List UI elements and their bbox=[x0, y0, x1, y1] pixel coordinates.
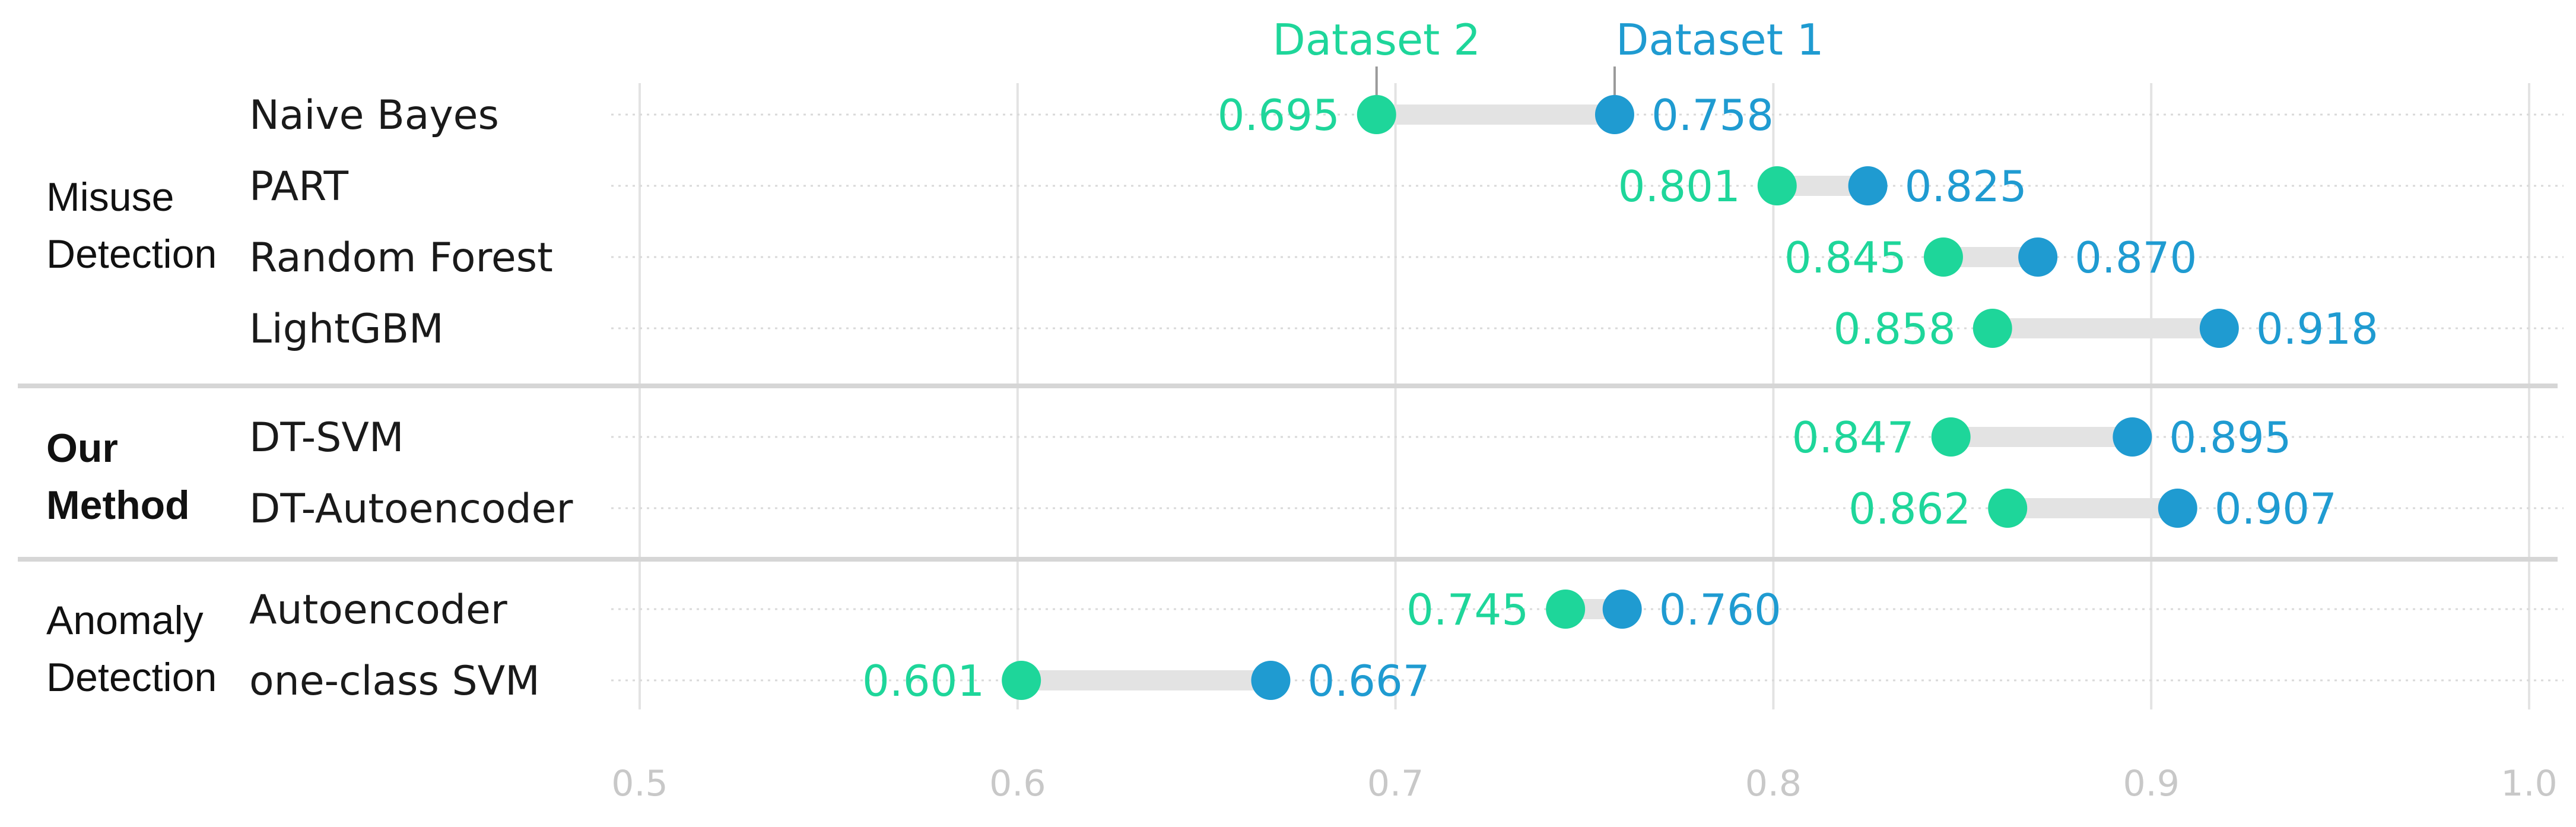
marker-layer bbox=[1002, 95, 2239, 700]
dataset1-marker bbox=[2113, 417, 2152, 457]
dataset2-marker bbox=[1931, 417, 1971, 457]
group-label: Misuse Detection bbox=[46, 175, 217, 277]
row-label: DT-Autoencoder bbox=[249, 486, 573, 533]
group-label-line: Our bbox=[46, 426, 118, 471]
group-label: Anomaly Detection bbox=[46, 598, 217, 700]
dataset1-marker bbox=[2158, 489, 2197, 528]
dataset2-value-label: 0.858 bbox=[1834, 304, 1956, 354]
x-tick-label: 1.0 bbox=[2501, 763, 2557, 804]
dataset1-value-label: 0.760 bbox=[1659, 585, 1781, 635]
dataset2-marker bbox=[1546, 590, 1586, 629]
x-tick-label: 0.5 bbox=[611, 763, 668, 804]
dataset2-value-label: 0.601 bbox=[862, 656, 984, 706]
group-label-line: Method bbox=[46, 483, 190, 528]
dataset2-marker bbox=[1002, 661, 1041, 700]
group-separators bbox=[18, 384, 2558, 562]
row-label: Naive Bayes bbox=[249, 92, 499, 139]
legend-dataset2: Dataset 2 bbox=[1272, 15, 1481, 65]
dataset2-marker bbox=[1357, 95, 1396, 134]
dataset2-value-label: 0.695 bbox=[1218, 90, 1340, 140]
dataset1-value-label: 0.870 bbox=[2075, 233, 2197, 283]
row-label: Random Forest bbox=[249, 235, 553, 281]
legend: Dataset 2 Dataset 1 bbox=[1272, 15, 1824, 95]
x-tick-label: 0.7 bbox=[1367, 763, 1424, 804]
dataset1-marker bbox=[1251, 661, 1291, 700]
x-tick-label: 0.8 bbox=[1745, 763, 1802, 804]
row-label: PART bbox=[249, 163, 348, 210]
group-label-line: Detection bbox=[46, 232, 217, 277]
label-layer: Misuse Detection Naive Bayes 0.695 0.758 PART… bbox=[46, 90, 2378, 706]
dataset1-value-label: 0.667 bbox=[1307, 656, 1430, 706]
dataset2-value-label: 0.862 bbox=[1848, 484, 1971, 534]
dataset1-marker bbox=[1594, 95, 1634, 134]
group-label: Our Method bbox=[46, 426, 190, 528]
dataset2-value-label: 0.847 bbox=[1792, 413, 1914, 462]
x-tick-label: 0.9 bbox=[2123, 763, 2179, 804]
group-label-line: Misuse bbox=[46, 175, 174, 220]
dataset2-marker bbox=[1923, 237, 1963, 277]
x-tick-label: 0.6 bbox=[989, 763, 1046, 804]
row-label: one-class SVM bbox=[249, 658, 540, 705]
row-label: DT-SVM bbox=[249, 414, 404, 461]
dataset2-value-label: 0.745 bbox=[1406, 585, 1529, 635]
dataset1-value-label: 0.825 bbox=[1905, 161, 2027, 211]
group-label-line: Anomaly bbox=[46, 598, 204, 643]
dataset2-marker bbox=[1973, 309, 2012, 348]
dataset2-marker bbox=[1757, 166, 1797, 205]
dataset1-marker bbox=[2199, 309, 2239, 348]
dataset1-value-label: 0.758 bbox=[1651, 90, 1774, 140]
dataset2-value-label: 0.845 bbox=[1784, 233, 1907, 283]
dataset1-value-label: 0.918 bbox=[2256, 304, 2378, 354]
dataset2-value-label: 0.801 bbox=[1618, 161, 1740, 211]
dataset2-marker bbox=[1988, 489, 2028, 528]
dataset1-marker bbox=[1602, 590, 1642, 629]
dataset1-marker bbox=[2018, 237, 2058, 277]
group-label-line: Detection bbox=[46, 655, 217, 700]
row-label: Autoencoder bbox=[249, 587, 507, 633]
dataset1-value-label: 0.895 bbox=[2169, 413, 2291, 462]
x-axis: 0.5 0.6 0.7 0.8 0.9 1.0 bbox=[611, 763, 2557, 804]
legend-dataset1: Dataset 1 bbox=[1616, 15, 1824, 65]
dataset1-marker bbox=[1848, 166, 1888, 205]
dataset1-value-label: 0.907 bbox=[2215, 484, 2337, 534]
row-label: LightGBM bbox=[249, 306, 444, 353]
